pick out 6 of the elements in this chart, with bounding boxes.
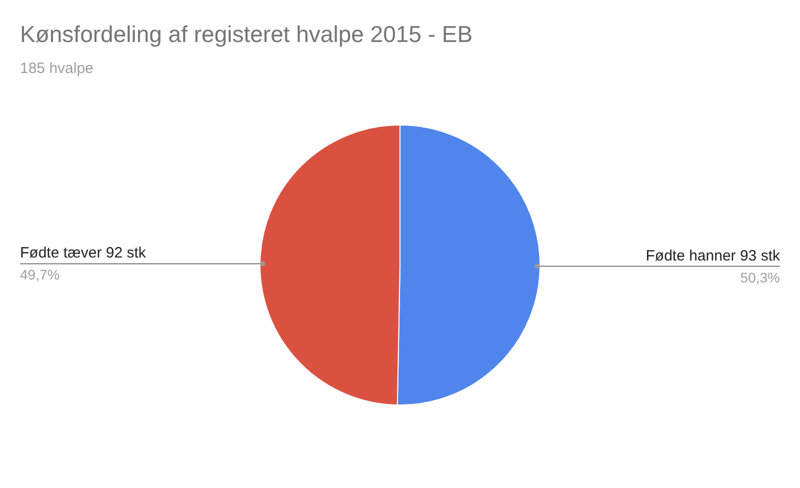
data-label: 49,7% <box>20 266 60 283</box>
chart-title: Kønsfordeling af registeret hvalpe 2015 - EB <box>20 21 473 47</box>
chart-subtitle: 185 hvalpe <box>20 60 94 77</box>
slice-label: Fødte hanner 93 stk <box>646 247 780 264</box>
data-label: 50,3% <box>740 269 780 286</box>
slice-label: Fødte tæver 92 stk <box>20 244 146 262</box>
